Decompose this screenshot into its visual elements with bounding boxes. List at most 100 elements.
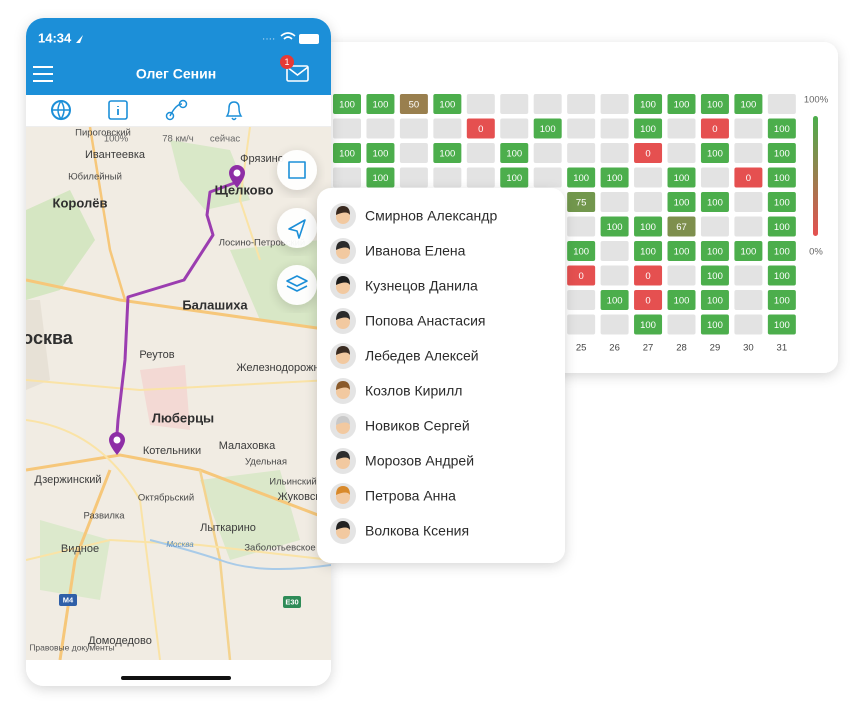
heat-cell <box>667 192 696 212</box>
map-label: Видное <box>61 543 99 555</box>
avatar-hair <box>336 276 350 285</box>
phone-screen: 14:34 ···· Олег Сенин 1 Пироговский Ивантеевк… <box>7 18 331 686</box>
heat-cell <box>634 314 663 335</box>
heat-cell <box>700 143 729 163</box>
map-area <box>26 190 95 300</box>
location-icon <box>76 35 83 43</box>
person-name[interactable]: Иванова Елена <box>365 243 466 259</box>
cell-label: 100 <box>339 149 355 160</box>
person-name[interactable]: Попова Анастасия <box>365 313 485 329</box>
road-sign-label: M4 <box>63 595 74 604</box>
map-button-icon <box>288 161 306 179</box>
empty-cell <box>600 118 629 139</box>
mail-icon[interactable] <box>286 65 309 82</box>
person-name[interactable]: Лебедев Алексей <box>365 348 479 364</box>
person-name[interactable]: Смирнов Александр <box>365 208 497 224</box>
wifi-icon <box>280 32 296 40</box>
day-label: 25 <box>576 343 587 354</box>
tab-route[interactable] <box>169 103 183 117</box>
cell-label: 100 <box>640 247 656 258</box>
avatar-hair <box>336 521 350 530</box>
map-label: Москва <box>7 328 74 348</box>
heat-cell <box>767 118 796 139</box>
heat-cell <box>767 216 796 237</box>
empty-cell <box>700 167 729 188</box>
card-background <box>317 188 565 563</box>
mail-flap <box>286 66 309 77</box>
map-label: Королёв <box>53 195 108 210</box>
empty-cell <box>399 167 428 188</box>
empty-cell <box>399 143 428 163</box>
menu-bar[interactable] <box>33 66 53 68</box>
cell-label: 100 <box>674 100 690 111</box>
person-name[interactable]: Морозов Андрей <box>365 453 474 469</box>
map-label: Заболотьевское <box>244 543 315 554</box>
avatar-hair <box>336 451 350 460</box>
avatar-hair <box>336 486 350 495</box>
road <box>238 127 261 261</box>
empty-cell <box>567 94 596 114</box>
empty-cell <box>667 118 696 139</box>
cell-label: 100 <box>707 198 723 209</box>
cell-label: 100 <box>640 222 656 233</box>
heat-cell <box>634 118 663 139</box>
menu-bar[interactable] <box>33 73 53 75</box>
cell-label: 100 <box>740 100 756 111</box>
map-label: Щелково <box>215 182 274 197</box>
menu-bar[interactable] <box>33 80 53 82</box>
legal-link[interactable]: Правовые документы <box>29 642 114 652</box>
map-button[interactable] <box>277 150 317 190</box>
map-button[interactable] <box>277 208 317 248</box>
heat-cell <box>700 94 729 114</box>
info-battery: 100% <box>104 134 129 145</box>
map-label: Удельная <box>245 457 287 468</box>
cell-label: 100 <box>774 222 790 233</box>
heat-cell <box>500 143 529 163</box>
day-label: 30 <box>743 343 754 354</box>
cell-label: 100 <box>640 124 656 135</box>
cell-label: 100 <box>774 271 790 282</box>
status-time: 14:34 <box>38 30 72 45</box>
road <box>149 539 331 570</box>
legend-bar <box>813 116 818 236</box>
header-title: Олег Сенин <box>136 66 216 82</box>
cell-label: 0 <box>478 124 483 135</box>
heat-cell <box>366 143 395 163</box>
cell-label: 67 <box>676 222 687 233</box>
map-area <box>26 300 50 390</box>
heat-cell <box>667 94 696 114</box>
person-name[interactable]: Новиков Сергей <box>365 418 470 434</box>
pin-dot <box>113 436 121 444</box>
map-label: Москва <box>166 540 194 549</box>
map-label: Балашиха <box>182 297 248 312</box>
cell-label: 0 <box>712 124 717 135</box>
map-label: Пироговский <box>75 128 131 139</box>
heat-cell <box>366 94 395 114</box>
cell-label: 100 <box>774 296 790 307</box>
tab-info[interactable] <box>108 100 128 120</box>
map-button[interactable] <box>277 265 317 305</box>
empty-cell <box>433 118 462 139</box>
map-area <box>140 365 190 430</box>
empty-cell <box>667 314 696 335</box>
info-speed: 78 км/ч <box>162 134 194 145</box>
empty-cell <box>600 265 629 286</box>
cell-label: 100 <box>540 124 556 135</box>
heat-cell <box>567 241 596 261</box>
empty-cell <box>533 94 562 114</box>
person-name[interactable]: Петрова Анна <box>365 488 456 504</box>
empty-cell <box>567 118 596 139</box>
heat-cell <box>634 216 663 237</box>
person-name[interactable]: Кузнецов Данила <box>365 278 478 294</box>
pin-dot <box>233 169 241 177</box>
signal-dots: ···· <box>262 34 275 45</box>
map-label: Юбилейный <box>68 172 122 183</box>
day-label: 26 <box>609 343 620 354</box>
map-area <box>170 140 250 210</box>
person-name[interactable]: Волкова Ксения <box>365 523 469 539</box>
heat-cell <box>333 143 361 163</box>
person-name[interactable]: Козлов Кирилл <box>365 383 462 399</box>
legend-max: 100% <box>804 95 829 106</box>
heat-cell <box>767 143 796 163</box>
tab-bell[interactable] <box>225 101 243 121</box>
